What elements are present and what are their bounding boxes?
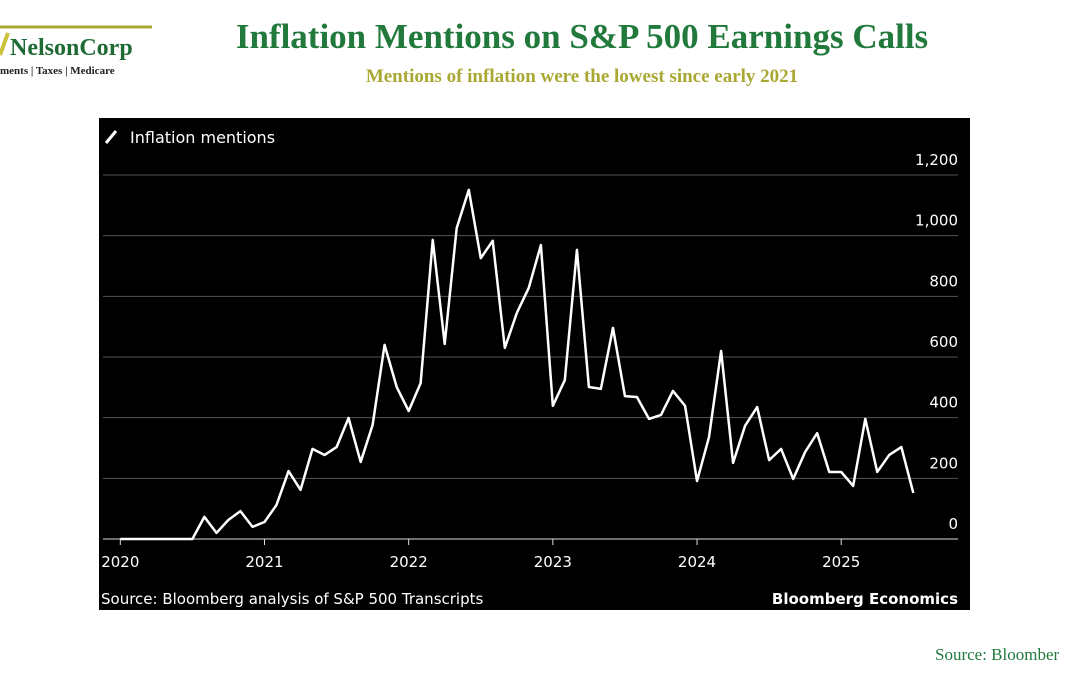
- y-tick-label: 200: [929, 454, 958, 472]
- x-tick-label: 2021: [245, 553, 283, 571]
- chart-brand: Bloomberg Economics: [772, 590, 958, 608]
- legend-label: Inflation mentions: [130, 128, 275, 147]
- x-tick-label: 2023: [534, 553, 572, 571]
- footer-source: Source: Bloomber: [935, 645, 1060, 664]
- y-tick-label: 0: [948, 515, 958, 533]
- y-tick-label: 1,200: [915, 151, 958, 169]
- x-tick-label: 2020: [101, 553, 139, 571]
- series-line: [120, 188, 915, 541]
- plot: 0 200 400 600 800 1,000 1,200 2020 2021 2022 2023 2…: [101, 151, 958, 571]
- x-tick-label: 2022: [390, 553, 428, 571]
- chart-subtitle: Mentions of inflation were the lowest si…: [366, 66, 798, 87]
- chart-source: Source: Bloomberg analysis of S&P 500 Tr…: [101, 590, 483, 608]
- y-tick-label: 800: [929, 272, 958, 290]
- legend-swatch: [104, 130, 118, 144]
- y-tick-label: 600: [929, 333, 958, 351]
- x-tick-label: 2025: [822, 553, 860, 571]
- chart-panel: [99, 118, 970, 610]
- logo-tagline: ments | Taxes | Medicare: [0, 65, 115, 77]
- y-tick-label: 400: [929, 394, 958, 412]
- logo-name: NelsonCorp: [10, 35, 133, 61]
- logo-mark: [0, 32, 10, 56]
- chart-title: Inflation Mentions on S&P 500 Earnings C…: [236, 17, 928, 56]
- x-tick-label: 2024: [678, 553, 716, 571]
- y-tick-label: 1,000: [915, 212, 958, 230]
